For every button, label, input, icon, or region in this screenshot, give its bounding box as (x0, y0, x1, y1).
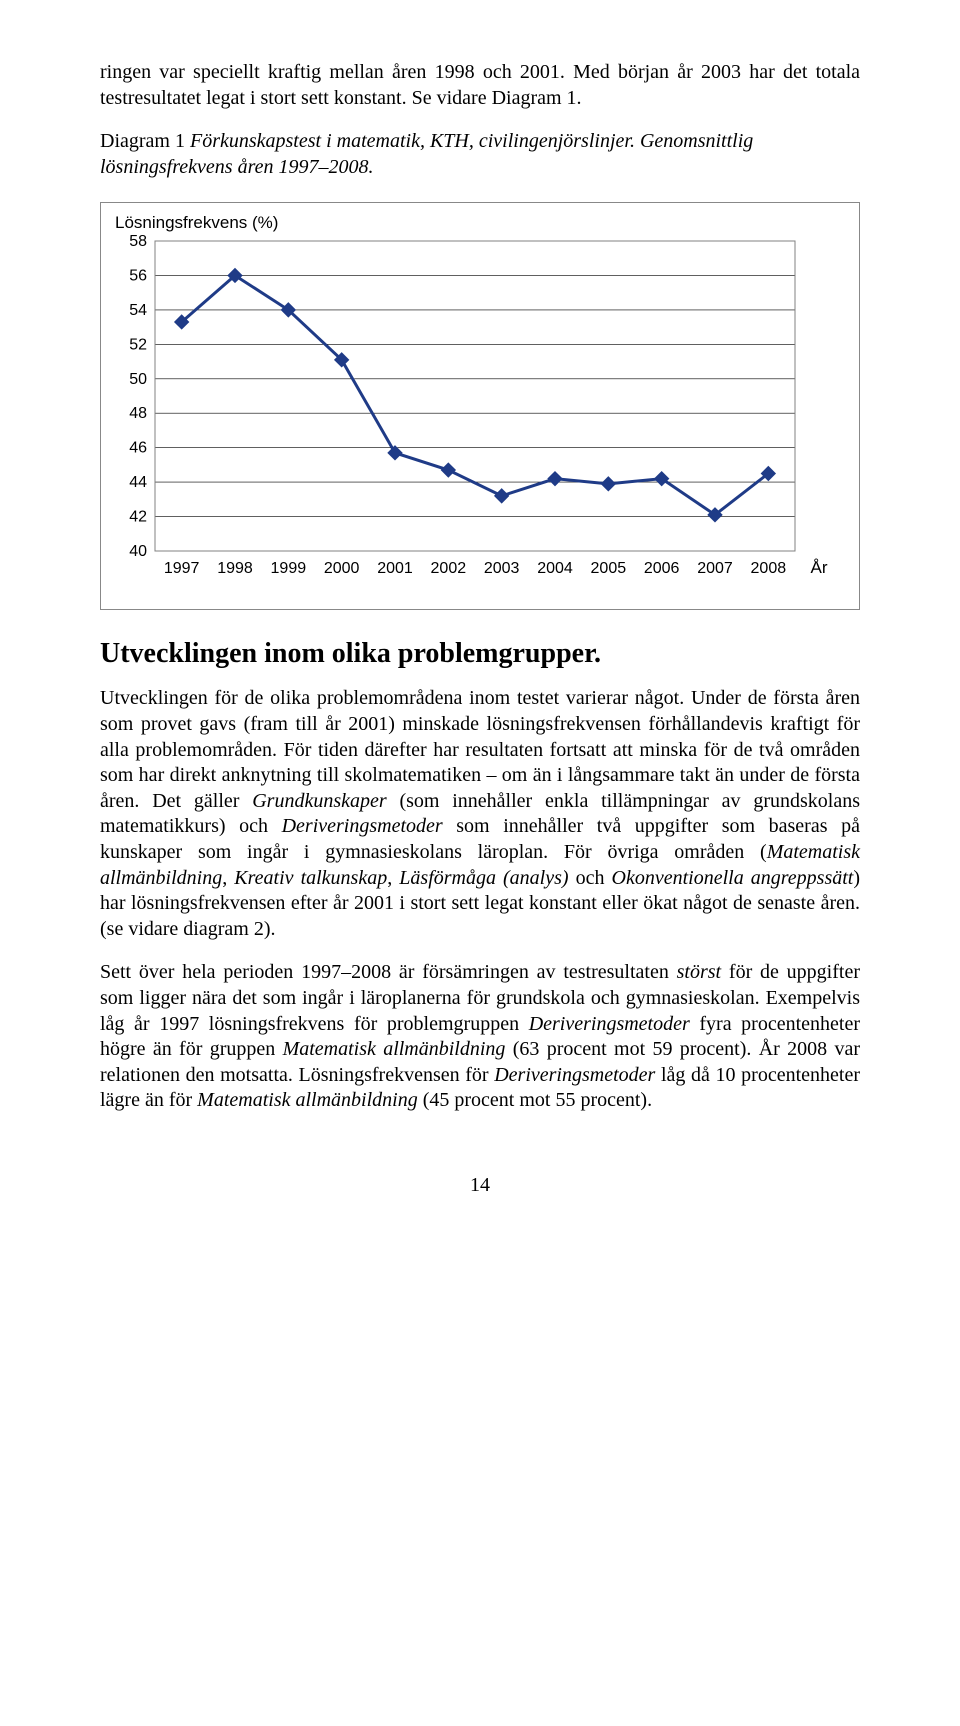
term-matematisk-3: Matematisk allmänbildning (197, 1089, 418, 1111)
svg-text:1997: 1997 (164, 560, 200, 577)
body-paragraph-1: Utvecklingen för de olika problemområden… (100, 686, 860, 942)
svg-text:År: År (811, 558, 828, 577)
svg-text:2007: 2007 (697, 560, 733, 577)
svg-text:40: 40 (129, 543, 147, 560)
term-okonventionella: Okonventionella angreppssätt (612, 867, 854, 889)
body-paragraph-2: Sett över hela perioden 1997–2008 är för… (100, 960, 860, 1114)
term-storst: störst (677, 961, 721, 983)
svg-text:1999: 1999 (271, 560, 307, 577)
svg-text:44: 44 (129, 474, 147, 491)
svg-text:2003: 2003 (484, 560, 520, 577)
chart-frame: Lösningsfrekvens (%) 40 42 44 46 48 50 52 54 56 5… (100, 202, 860, 610)
svg-text:2002: 2002 (431, 560, 467, 577)
term-lasformaga-analys: Läsförmåga (analys) (399, 867, 568, 889)
svg-text:2006: 2006 (644, 560, 680, 577)
term-deriveringsmetoder-2: Deriveringsmetoder (529, 1013, 690, 1035)
chart-caption: Diagram 1 Förkunskapstest i matematik, K… (100, 129, 860, 180)
chart-y-title: Lösningsfrekvens (%) (115, 213, 845, 233)
p3-f: (45 procent mot 55 procent). (418, 1089, 652, 1111)
svg-text:2004: 2004 (537, 560, 573, 577)
intro-paragraph: ringen var speciellt kraftig mellan åren… (100, 60, 860, 111)
line-chart: 40 42 44 46 48 50 52 54 56 58 1997 1998 1999 2000 2001… (115, 235, 845, 595)
svg-text:2001: 2001 (377, 560, 413, 577)
term-deriveringsmetoder: Deriveringsmetoder (282, 815, 443, 837)
svg-text:48: 48 (129, 406, 147, 423)
term-kreativ-talkunskap: Kreativ talkunskap (234, 867, 387, 889)
p3-a: Sett över hela perioden 1997–2008 är för… (100, 961, 677, 983)
svg-text:2000: 2000 (324, 560, 360, 577)
p2-d: , (222, 867, 234, 889)
caption-lead: Diagram 1 (100, 130, 185, 152)
section-heading: Utvecklingen inom olika problemgrupper. (100, 638, 860, 670)
svg-text:42: 42 (129, 509, 147, 526)
svg-text:54: 54 (129, 302, 147, 319)
svg-text:46: 46 (129, 440, 147, 457)
svg-text:58: 58 (129, 235, 147, 250)
term-matematisk-2: Matematisk allmänbildning (283, 1038, 506, 1060)
svg-text:1998: 1998 (217, 560, 253, 577)
p2-f: och (569, 867, 612, 889)
page-number: 14 (100, 1174, 860, 1197)
p2-e: , (387, 867, 399, 889)
svg-text:2008: 2008 (751, 560, 787, 577)
term-deriveringsmetoder-3: Deriveringsmetoder (494, 1064, 655, 1086)
svg-text:56: 56 (129, 268, 147, 285)
caption-rest: Förkunskapstest i matematik, KTH, civili… (100, 130, 753, 178)
svg-text:52: 52 (129, 337, 147, 354)
svg-text:2005: 2005 (591, 560, 627, 577)
term-grundkunskaper: Grundkunskaper (252, 790, 386, 812)
svg-text:50: 50 (129, 371, 147, 388)
